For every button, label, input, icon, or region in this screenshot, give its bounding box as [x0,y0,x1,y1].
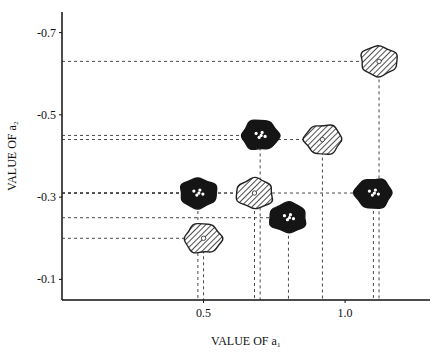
leader-lines [62,61,379,300]
blob-hatched [361,46,397,77]
y-tick [59,32,62,33]
blob-filled [354,179,392,208]
leader-horizontal [62,238,204,239]
y-tick-label: -0.1 [37,272,56,286]
leader-vertical [322,140,323,300]
leader-horizontal [62,139,322,140]
blob-spot [368,189,371,192]
plot-area [62,46,397,300]
y-axis-title: VALUE OF a₂ [5,121,19,191]
blob-spot [283,214,286,217]
blob-hatched [236,177,272,208]
blob-spot [289,213,292,216]
blob-spot [201,192,204,195]
x-axis [62,299,430,301]
blob-spot [261,131,264,134]
molecule-marker [236,177,272,208]
y-tick-label: -0.3 [37,190,56,204]
molecule-marker [361,46,397,77]
blob-spot [377,192,380,195]
blob-spot [198,188,201,191]
leader-vertical [373,193,374,300]
blob-spot [288,216,291,219]
blob-spot [255,132,258,135]
blob-hatched [184,224,223,253]
y-tick [59,114,62,115]
y-tick-label: -0.5 [37,108,56,122]
blob-spot [292,217,295,220]
blob-filled [181,178,217,209]
chart: -0.1 -0.3 -0.5 -0.7 0.5 1.0 VALUE OF a₁ VALUE O… [0,0,441,359]
leader-horizontal [62,135,260,136]
blob-filled [242,120,280,149]
molecule-marker [270,202,306,233]
y-tick [59,197,62,198]
x-tick-label: 0.5 [196,306,211,320]
blob-spot [264,135,267,138]
blob-filled [270,202,306,233]
blob-center [201,236,205,240]
leader-horizontal [62,61,379,62]
leader-horizontal [62,217,288,218]
y-axis [61,12,63,300]
molecule-marker [181,178,217,209]
blob-center [377,59,381,63]
molecule-marker [303,125,342,154]
markers [181,46,398,253]
blob-spot [260,134,263,137]
blob-hatched [303,125,342,154]
x-axis-title: VALUE OF a₁ [211,334,281,348]
blob-spot [197,191,200,194]
blob-center [252,191,256,195]
x-tick-label: 1.0 [338,306,353,320]
blob-spot [192,189,195,192]
leader-horizontal [62,193,373,194]
molecule-marker [184,224,223,253]
molecule-marker [354,179,392,208]
molecule-marker [242,120,280,149]
blob-spot [374,188,377,191]
blob-center [320,137,324,141]
y-tick-label: -0.7 [37,26,56,40]
y-tick [59,279,62,280]
x-tick [345,300,346,303]
blob-spot [373,191,376,194]
x-tick [203,300,204,303]
